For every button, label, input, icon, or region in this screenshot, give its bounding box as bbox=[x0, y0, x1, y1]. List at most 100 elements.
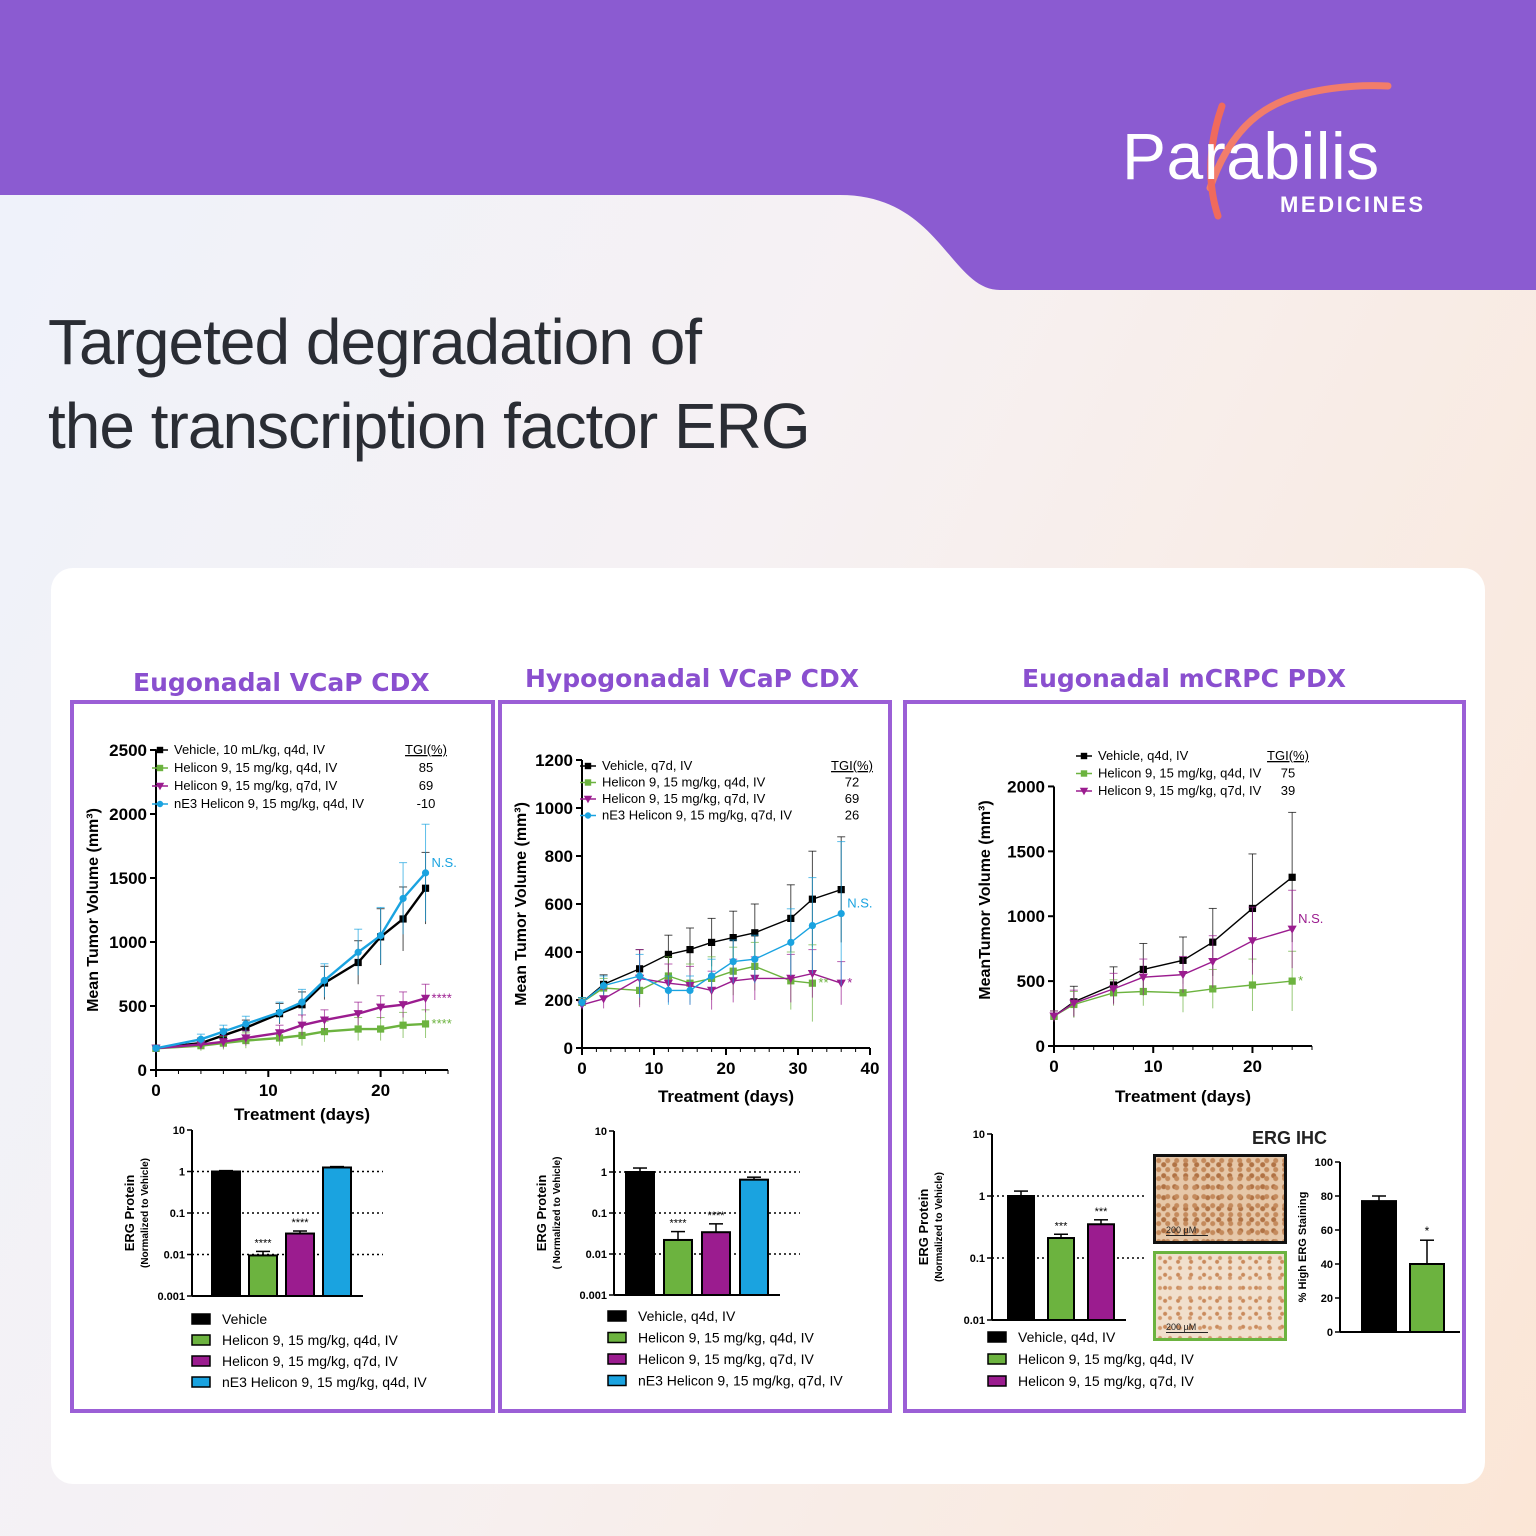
y-tick-label: 1 bbox=[601, 1167, 607, 1179]
y-tick-label: 0 bbox=[138, 1061, 147, 1080]
legend-label: Vehicle, q4d, IV bbox=[1018, 1329, 1116, 1345]
legend-label: Helicon 9, 15 mg/kg, q7d, IV bbox=[174, 778, 338, 793]
y-tick-label: 1500 bbox=[109, 869, 147, 888]
high-erg-staining-chart: 0 20 40 60 80 100 % High ERG Staining * bbox=[1297, 1157, 1460, 1339]
significance-label: * bbox=[1425, 1224, 1430, 1238]
data-point bbox=[600, 982, 608, 990]
legend-swatch bbox=[607, 1331, 627, 1344]
significance-label: **** bbox=[291, 1217, 309, 1229]
significance-label: **** bbox=[707, 1210, 725, 1222]
y-tick-label: 1200 bbox=[535, 751, 573, 770]
y-tick-label: 0.1 bbox=[970, 1253, 985, 1265]
tgi-value: 26 bbox=[845, 808, 859, 823]
x-tick-label: 0 bbox=[151, 1081, 160, 1100]
y-tick-label: 500 bbox=[119, 997, 147, 1016]
significance-label: *** bbox=[1095, 1206, 1109, 1218]
y-tick-label: 0 bbox=[1036, 1037, 1045, 1056]
data-point bbox=[786, 974, 796, 983]
data-point bbox=[664, 986, 672, 994]
page-title: Targeted degradation of the transcriptio… bbox=[48, 300, 811, 468]
series-0 bbox=[152, 851, 430, 1052]
parabilis-logo: Parabilis MEDICINES bbox=[1110, 70, 1450, 230]
series-line bbox=[1053, 876, 1293, 1017]
brand-tagline: MEDICINES bbox=[1280, 192, 1426, 217]
data-point bbox=[1178, 971, 1188, 980]
y-tick-label: 10 bbox=[973, 1129, 985, 1141]
x-tick-label: 40 bbox=[861, 1059, 880, 1078]
y-tick-label: 1000 bbox=[109, 933, 147, 952]
legend-swatch bbox=[191, 1355, 211, 1367]
y-tick-label: 10 bbox=[595, 1126, 607, 1138]
legend-label: Vehicle, q4d, IV bbox=[1098, 748, 1189, 763]
data-point bbox=[1247, 937, 1258, 946]
y-axis-sublabel: (Normalized to Vehicle) bbox=[934, 1172, 945, 1282]
significance-label: * bbox=[847, 975, 852, 990]
y-axis-label: MeanTumor Volume (mm³) bbox=[977, 800, 994, 999]
y-tick-label: 0.01 bbox=[586, 1249, 607, 1261]
scale-bar-2: 200 µM bbox=[1166, 1322, 1208, 1333]
x-tick-label: 10 bbox=[1144, 1057, 1163, 1076]
x-tick-label: 0 bbox=[577, 1059, 586, 1078]
data-point bbox=[421, 869, 430, 877]
ihc-image-treated: 200 µM bbox=[1153, 1251, 1287, 1341]
legend-label: Helicon 9, 15 mg/kg, q4d, IV bbox=[1018, 1351, 1195, 1367]
tumor-volume-chart-3: 0 500 1000 1500 2000 0 10 20 Treatment (days) Mea… bbox=[977, 748, 1323, 1106]
legend-label: Helicon 9, 15 mg/kg, q4d, IV bbox=[1098, 766, 1262, 781]
y-axis-sublabel: (Normalized to Vehicle) bbox=[140, 1158, 151, 1268]
legend-label: Helicon 9, 15 mg/kg, q7d, IV bbox=[1098, 783, 1262, 798]
y-tick-label: 10 bbox=[173, 1125, 185, 1137]
tgi-value: 85 bbox=[419, 760, 433, 775]
y-tick-label: 0 bbox=[564, 1039, 573, 1058]
data-point bbox=[275, 1008, 284, 1016]
data-point bbox=[636, 972, 644, 980]
significance-label: **** bbox=[432, 990, 452, 1005]
title-line-1: Targeted degradation of bbox=[48, 306, 702, 378]
erg-protein-chart-2: 10 1 0.1 0.01 0.001 ERG Protein( Normalized t… bbox=[534, 1126, 843, 1389]
data-point bbox=[376, 1003, 386, 1012]
tgi-value: -10 bbox=[417, 796, 436, 811]
ihc-image-vehicle: 200 µM bbox=[1153, 1154, 1287, 1244]
series-2 bbox=[1049, 889, 1297, 1022]
data-point bbox=[1108, 985, 1119, 994]
y-tick-label: 600 bbox=[545, 895, 573, 914]
bar bbox=[322, 1166, 352, 1297]
legend-marker bbox=[584, 779, 592, 786]
data-point bbox=[399, 894, 407, 903]
data-point bbox=[320, 1028, 329, 1036]
data-point bbox=[1248, 981, 1257, 989]
bar bbox=[248, 1254, 278, 1297]
header-banner bbox=[0, 0, 1536, 290]
tumor-volume-chart-2: 0 200 400 600 800 1000 1200 0 10 20 30 40 Treatment … bbox=[513, 751, 879, 1106]
significance-label: N.S. bbox=[1298, 911, 1323, 926]
data-point bbox=[354, 948, 362, 956]
significance-label: **** bbox=[432, 1016, 452, 1031]
legend-label: Helicon 9, 15 mg/kg, q7d, IV bbox=[638, 1351, 815, 1367]
bar bbox=[663, 1238, 693, 1296]
legend-marker bbox=[583, 795, 593, 804]
erg-protein-chart-1: 10 1 0.1 0.01 0.001 ERG Protein (Normalized to… bbox=[122, 1125, 427, 1390]
series-line bbox=[1053, 928, 1293, 1017]
panel-title-1: Eugonadal VCaP CDX bbox=[133, 668, 430, 697]
bar bbox=[1007, 1195, 1035, 1321]
data-point bbox=[219, 1028, 227, 1036]
x-axis-label: Treatment (days) bbox=[658, 1087, 794, 1106]
series-3 bbox=[578, 841, 846, 1008]
legend-swatch bbox=[987, 1331, 1007, 1343]
data-point bbox=[578, 998, 586, 1006]
data-point bbox=[196, 1040, 206, 1049]
data-point bbox=[398, 1001, 408, 1010]
data-point bbox=[297, 1021, 307, 1030]
data-point bbox=[1069, 999, 1079, 1008]
legend-marker bbox=[155, 782, 165, 791]
x-tick-label: 20 bbox=[1243, 1057, 1262, 1076]
legend-marker bbox=[584, 812, 592, 819]
data-point bbox=[241, 1034, 251, 1043]
tgi-value: 75 bbox=[1281, 766, 1295, 781]
chart-legend: TGI(%) Vehicle, q7d, IV Helicon 9, 15 mg/k… bbox=[580, 758, 873, 823]
erg-protein-chart-3: 10 1 0.1 0.01 ERG Protein (Normalized to Vehi… bbox=[916, 1129, 1195, 1389]
series-0 bbox=[1050, 811, 1297, 1022]
panel-2-frame bbox=[498, 700, 892, 1413]
tumor-axes-1: 0 200 400 600 800 1000 1200 0 10 20 30 40 Treatment … bbox=[513, 751, 879, 1106]
y-tick-label: 800 bbox=[545, 847, 573, 866]
data-point bbox=[152, 1044, 160, 1052]
